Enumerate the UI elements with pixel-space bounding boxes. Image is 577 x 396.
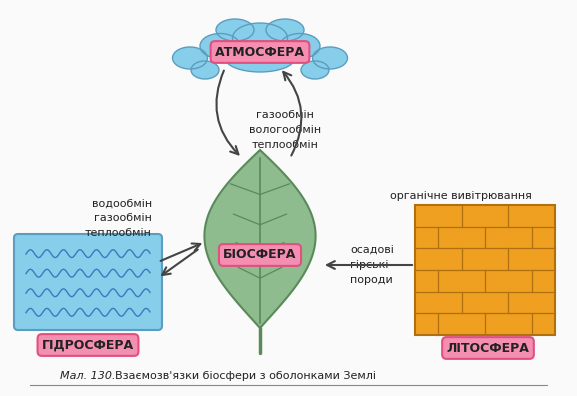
Text: газообмін
вологообмін
теплообмін: газообмін вологообмін теплообмін xyxy=(249,110,321,150)
Ellipse shape xyxy=(280,34,320,59)
Polygon shape xyxy=(204,150,316,328)
Text: органічне вивітрювання: органічне вивітрювання xyxy=(390,191,532,201)
Ellipse shape xyxy=(225,44,295,72)
Text: осадові
гірські
породи: осадові гірські породи xyxy=(350,245,394,285)
Ellipse shape xyxy=(200,34,240,59)
Text: водообмін
газообмін
теплообмін: водообмін газообмін теплообмін xyxy=(85,198,152,238)
Text: Взаємозв'язки біосфери з оболонками Землі: Взаємозв'язки біосфери з оболонками Земл… xyxy=(108,371,376,381)
Text: АТМОСФЕРА: АТМОСФЕРА xyxy=(215,46,305,59)
Ellipse shape xyxy=(233,23,287,53)
Ellipse shape xyxy=(313,47,347,69)
Ellipse shape xyxy=(191,61,219,79)
Ellipse shape xyxy=(301,61,329,79)
Text: БІОСФЕРА: БІОСФЕРА xyxy=(223,249,297,261)
Text: ЛІТОСФЕРА: ЛІТОСФЕРА xyxy=(447,341,530,354)
Bar xyxy=(415,205,555,335)
Ellipse shape xyxy=(266,19,304,41)
Ellipse shape xyxy=(173,47,208,69)
Text: ГІДРОСФЕРА: ГІДРОСФЕРА xyxy=(42,339,134,352)
Ellipse shape xyxy=(216,19,254,41)
FancyBboxPatch shape xyxy=(14,234,162,330)
Text: Мал. 130.: Мал. 130. xyxy=(60,371,115,381)
